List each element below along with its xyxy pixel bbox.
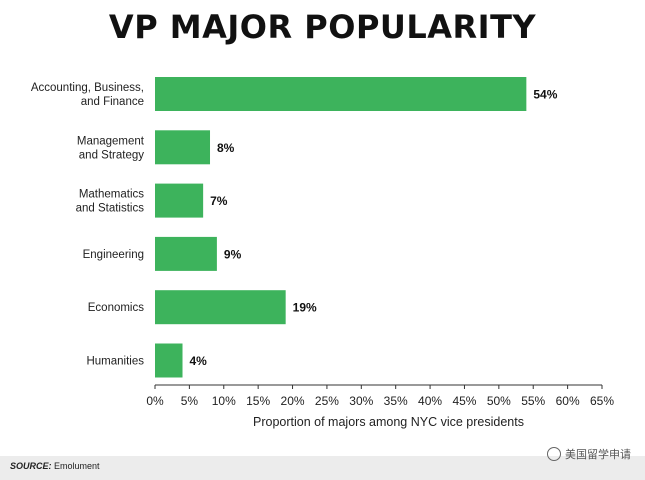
bar xyxy=(155,290,286,325)
bar xyxy=(155,77,527,111)
data-label: 8% xyxy=(217,141,235,155)
x-axis-title: Proportion of majors among NYC vice pres… xyxy=(253,415,524,429)
category-label: Humanities xyxy=(86,356,144,368)
wechat-icon xyxy=(547,447,561,461)
category-label: Accounting, Business, and Finance xyxy=(31,82,144,108)
bar xyxy=(155,130,211,165)
bar xyxy=(155,343,183,378)
x-tick-label: 40% xyxy=(418,394,442,408)
category-label: Engineering xyxy=(83,249,144,261)
x-tick-label: 20% xyxy=(281,394,305,408)
bar xyxy=(155,236,217,271)
watermark: 美国留学申请 xyxy=(547,446,631,462)
x-tick-label: 60% xyxy=(556,394,580,408)
data-label: 19% xyxy=(293,301,317,315)
x-tick-label: 30% xyxy=(349,394,373,408)
data-label: 9% xyxy=(224,247,242,261)
data-label: 4% xyxy=(190,354,208,368)
x-tick-label: 55% xyxy=(521,394,545,408)
source-note: SOURCE: Emolument xyxy=(10,461,100,471)
x-tick-label: 0% xyxy=(146,394,164,408)
footer-bar: SOURCE: Emolument 美国留学申请 xyxy=(0,447,645,480)
x-tick-label: 65% xyxy=(590,394,614,408)
x-tick-label: 15% xyxy=(246,394,270,408)
chart-title: VP MAJOR POPULARITY xyxy=(108,8,537,46)
watermark-text: 美国留学申请 xyxy=(565,448,631,461)
bar-chart: 0% 5% 10% 15% 20% 25% 30% 35% 40% 45% 50% 55% 60% 65%… xyxy=(31,77,614,429)
bar xyxy=(155,183,204,218)
source-text: Emolument xyxy=(51,461,100,471)
x-tick-label: 25% xyxy=(315,394,339,408)
data-label: 7% xyxy=(210,194,228,208)
source-label: SOURCE: xyxy=(10,461,52,471)
category-label: Economics xyxy=(88,302,144,314)
data-label: 54% xyxy=(533,88,557,102)
x-tick-label: 35% xyxy=(384,394,408,408)
x-tick-label: 45% xyxy=(452,394,476,408)
category-label: Mathematics and Statistics xyxy=(76,189,145,215)
x-tick-label: 10% xyxy=(212,394,236,408)
category-label: Management and Strategy xyxy=(77,135,145,161)
x-tick-label: 5% xyxy=(181,394,199,408)
x-tick-label: 50% xyxy=(487,394,511,408)
